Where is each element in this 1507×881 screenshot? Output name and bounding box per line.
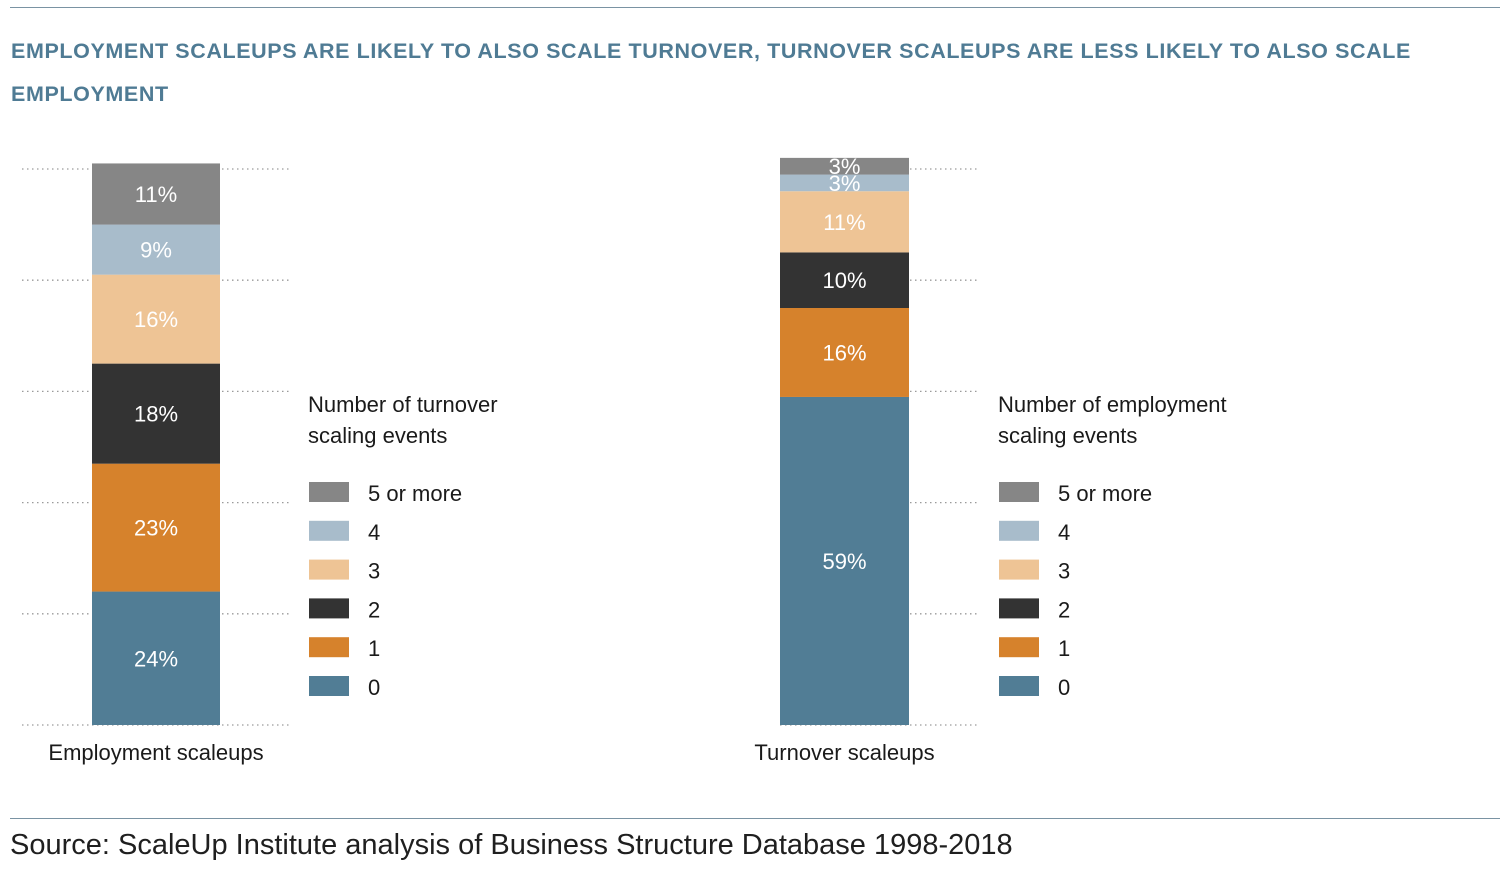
bar-segment-5-or-more — [780, 157, 909, 175]
legend-label: 0 — [1058, 675, 1070, 700]
data-label: 16% — [134, 307, 178, 332]
legend-swatch-2 — [999, 598, 1039, 619]
data-label: 3% — [829, 154, 861, 179]
legend-swatch-3 — [309, 559, 349, 580]
legend-label: 1 — [1058, 636, 1070, 661]
legend-label: 1 — [368, 636, 380, 661]
legend-swatch-1 — [309, 637, 349, 658]
legend-swatch-0 — [309, 676, 349, 696]
legend-swatch-0 — [999, 676, 1039, 696]
data-label: 9% — [140, 238, 172, 263]
legend-title: scaling events — [998, 423, 1137, 448]
legend-swatch-5-or-more — [309, 482, 349, 502]
legend-swatch-5-or-more — [999, 482, 1039, 502]
bar-segment-3 — [92, 274, 220, 364]
legend-swatch-4 — [999, 520, 1039, 541]
bar-segment-4 — [780, 174, 909, 192]
bar-segment-1 — [780, 308, 909, 397]
chart-title: EMPLOYMENT SCALEUPS ARE LIKELY TO ALSO S… — [11, 39, 1411, 106]
bar-segment-2 — [780, 252, 909, 308]
category-label: Turnover scaleups — [754, 740, 934, 765]
bar-segment-5-or-more — [92, 163, 220, 225]
data-label: 23% — [134, 516, 178, 541]
data-label: 10% — [822, 268, 866, 293]
legend-swatch-1 — [999, 637, 1039, 658]
top-rule — [10, 7, 1500, 8]
bar-segment-1 — [92, 463, 220, 592]
legend-label: 5 or more — [1058, 481, 1152, 506]
data-label: 18% — [134, 402, 178, 427]
legend-label: 3 — [368, 559, 380, 584]
legend-label: 3 — [1058, 559, 1070, 584]
bar-segment-2 — [92, 363, 220, 464]
bar-segment-0 — [780, 396, 909, 725]
data-label: 11% — [823, 210, 865, 235]
legend-label: 2 — [368, 597, 380, 622]
legend-title: Number of turnover — [308, 392, 498, 417]
source-note: Source: ScaleUp Institute analysis of Bu… — [10, 829, 1013, 861]
legend-swatch-2 — [309, 598, 349, 619]
data-label: 3% — [829, 171, 861, 196]
bar-segment-0 — [92, 591, 220, 725]
category-label: Employment scaleups — [48, 740, 263, 765]
legend-label: 0 — [368, 675, 380, 700]
legend-swatch-4 — [309, 520, 349, 541]
legend-label: 2 — [1058, 597, 1070, 622]
legend-label: 5 or more — [368, 481, 462, 506]
bar-segment-4 — [92, 224, 220, 275]
legend-label: 4 — [1058, 520, 1070, 545]
legend-swatch-3 — [999, 559, 1039, 580]
data-label: 16% — [822, 340, 866, 365]
bar-segment-3 — [780, 191, 909, 253]
data-label: 24% — [134, 646, 178, 671]
legend-label: 4 — [368, 520, 380, 545]
data-label: 11% — [135, 182, 177, 207]
legend-title: Number of employment — [998, 392, 1227, 417]
legend-title: scaling events — [308, 423, 447, 448]
data-label: 59% — [822, 549, 866, 574]
bottom-rule — [10, 818, 1500, 819]
